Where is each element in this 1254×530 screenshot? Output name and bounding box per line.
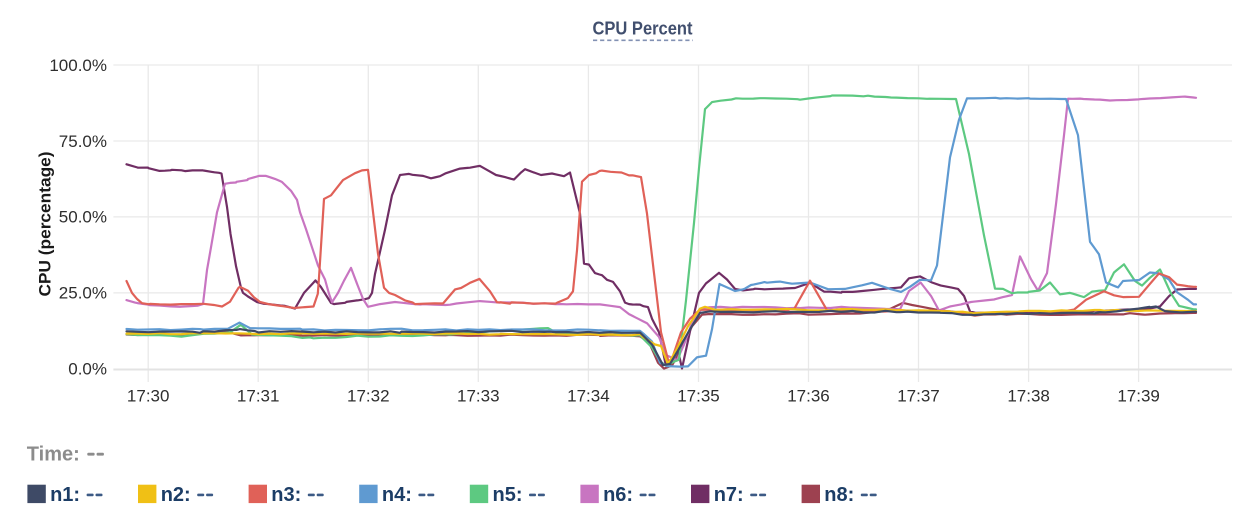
svg-text:Time:: Time: xyxy=(27,444,80,466)
svg-text:0.0%: 0.0% xyxy=(68,360,107,379)
svg-text:n3:: n3: xyxy=(271,484,301,506)
svg-text:n4:: n4: xyxy=(382,484,412,506)
svg-text:17:37: 17:37 xyxy=(897,387,940,406)
svg-text:17:39: 17:39 xyxy=(1117,387,1160,406)
svg-text:17:32: 17:32 xyxy=(347,387,390,406)
svg-text:n7:: n7: xyxy=(714,484,744,506)
svg-text:17:34: 17:34 xyxy=(567,387,610,406)
svg-text:17:35: 17:35 xyxy=(677,387,720,406)
svg-text:50.0%: 50.0% xyxy=(59,208,107,227)
svg-text:n6:: n6: xyxy=(603,484,633,506)
svg-text:CPU (percentage): CPU (percentage) xyxy=(36,152,55,297)
svg-text:n2:: n2: xyxy=(161,484,191,506)
svg-text:17:33: 17:33 xyxy=(457,387,500,406)
svg-text:n8:: n8: xyxy=(824,484,854,506)
svg-text:n1:: n1: xyxy=(50,484,80,506)
svg-text:n5:: n5: xyxy=(493,484,523,506)
svg-text:17:31: 17:31 xyxy=(237,387,280,406)
svg-text:100.0%: 100.0% xyxy=(49,56,107,75)
svg-text:75.0%: 75.0% xyxy=(59,132,107,151)
svg-text:CPU Percent: CPU Percent xyxy=(593,18,693,38)
svg-text:17:38: 17:38 xyxy=(1007,387,1050,406)
svg-text:17:30: 17:30 xyxy=(127,387,170,406)
svg-text:25.0%: 25.0% xyxy=(59,284,107,303)
svg-text:17:36: 17:36 xyxy=(787,387,830,406)
